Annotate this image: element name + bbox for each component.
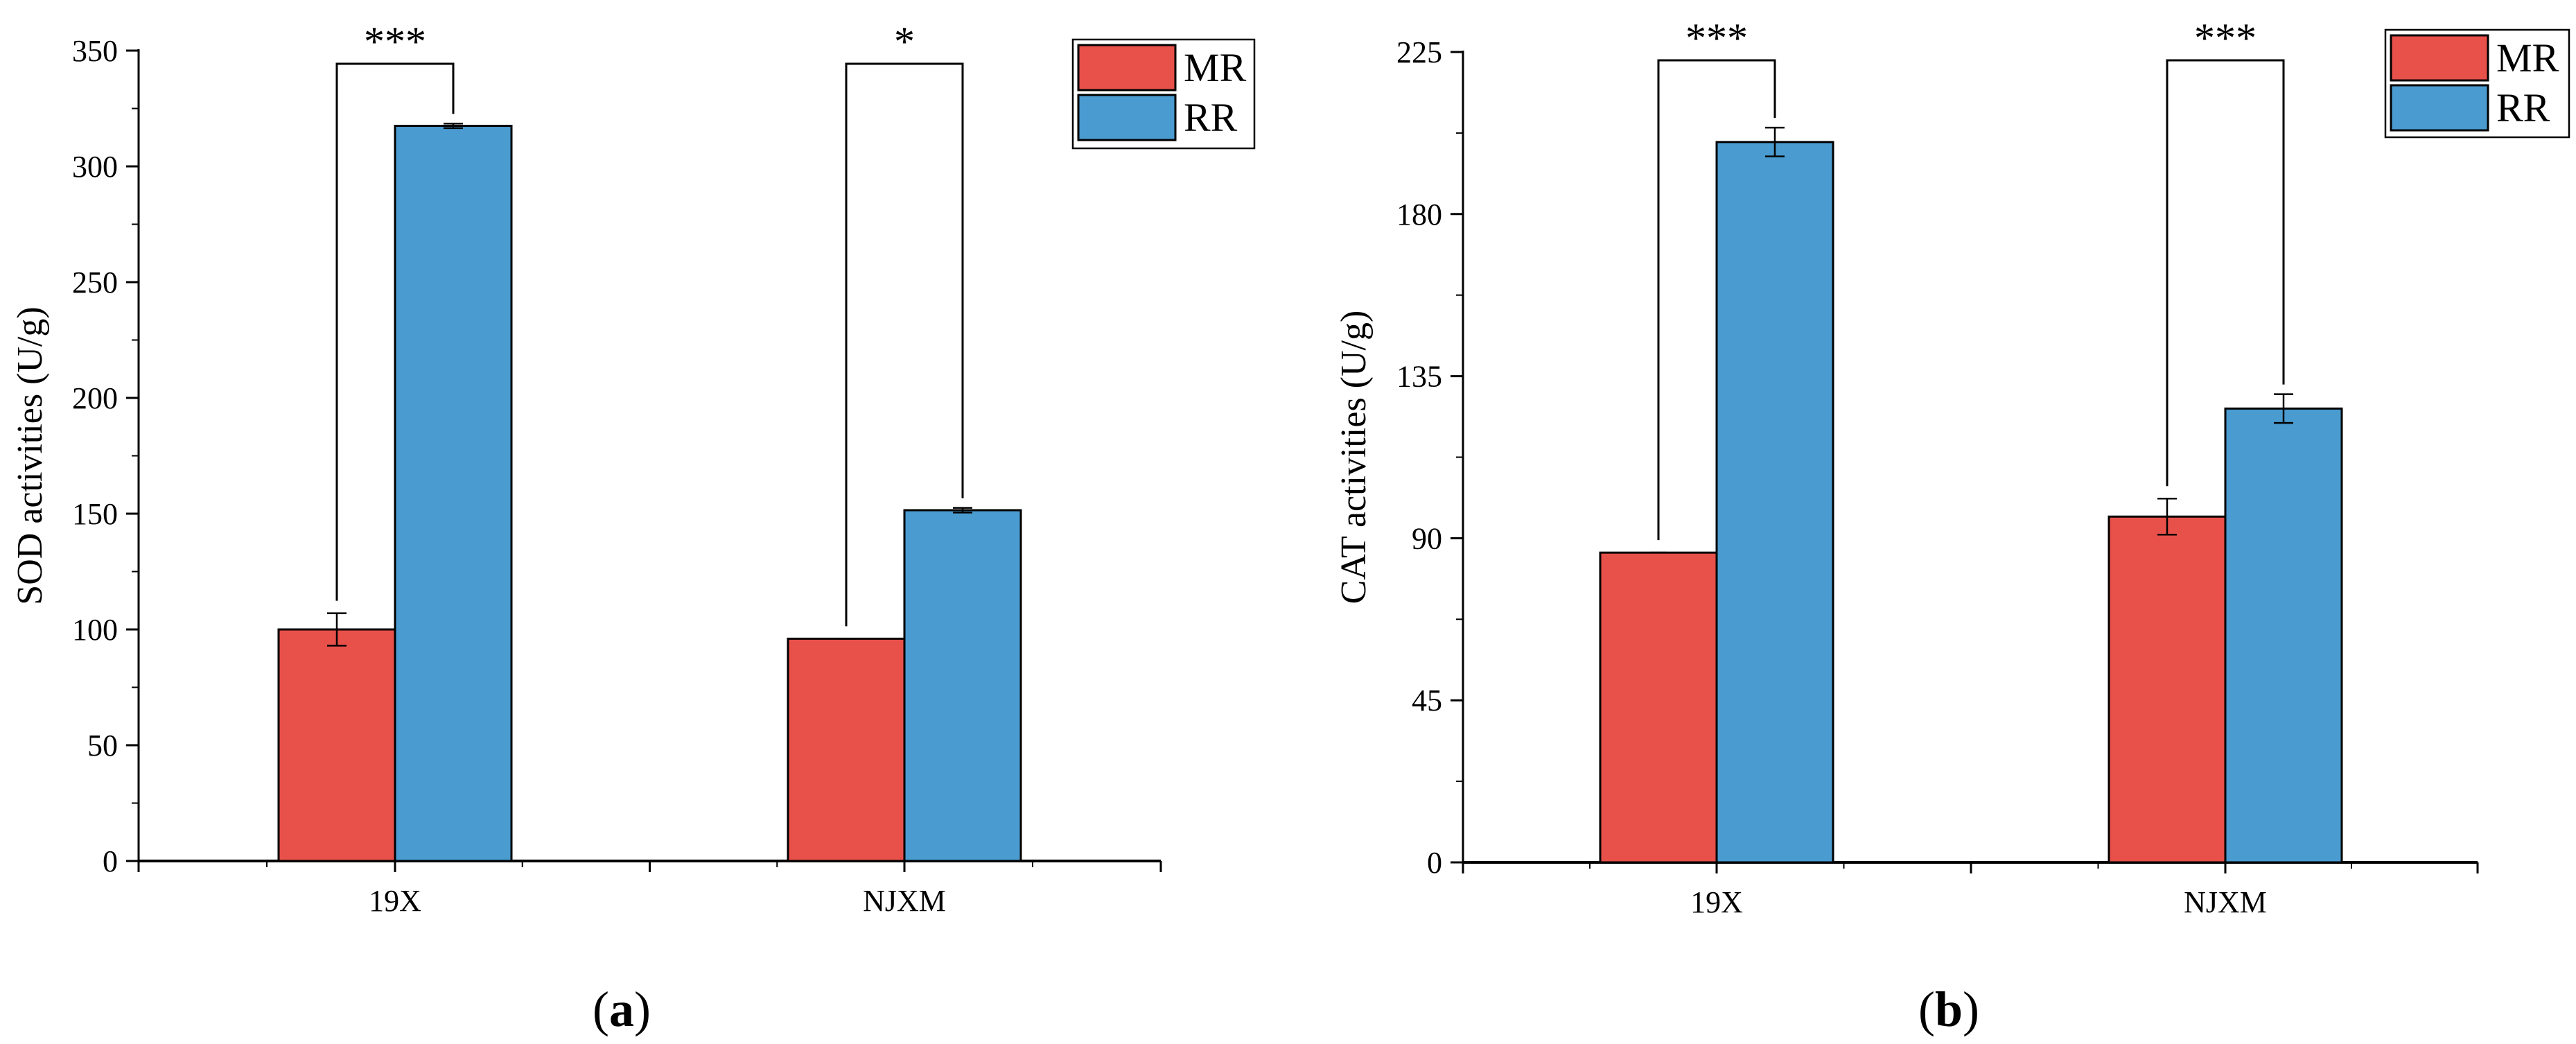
y-tick-label: 0 xyxy=(103,844,118,878)
bar-rr-19x xyxy=(1715,141,1834,864)
legend-label-mr: MR xyxy=(2496,35,2559,80)
legend-label-rr: RR xyxy=(1184,95,1238,140)
bar-rr-19x xyxy=(394,125,513,862)
panel-label: (a) xyxy=(593,982,651,1037)
significance-bracket xyxy=(845,62,964,627)
y-tick-label: 0 xyxy=(1427,846,1442,880)
panel-label: (b) xyxy=(1918,982,1979,1037)
y-tick-label: 135 xyxy=(1396,360,1442,394)
x-tick-label: NJXM xyxy=(863,884,946,918)
y-tick-label: 225 xyxy=(1396,35,1442,69)
y-tick-label: 350 xyxy=(72,34,118,68)
legend-swatch-mr xyxy=(2390,34,2489,82)
y-axis-title: SOD activities (U/g) xyxy=(10,306,50,604)
legend-label-mr: MR xyxy=(1184,45,1247,90)
x-tick-label: NJXM xyxy=(2184,885,2267,919)
y-axis-title: CAT activities (U/g) xyxy=(1334,311,1374,604)
significance-bracket xyxy=(335,62,455,601)
panel-a: 0 50 100 150 200 250 300 350 SOD activities (U/g… xyxy=(10,19,1256,1037)
x-tick-label: 19X xyxy=(369,884,421,918)
y-tick-label: 100 xyxy=(72,613,118,647)
panel-b: 0 45 90 135 180 225 CAT activities (U/g) 19X NJX… xyxy=(1334,15,2570,1037)
legend-swatch-mr xyxy=(1077,44,1177,92)
y-tick-label: 50 xyxy=(87,729,118,763)
significance-label: *** xyxy=(1685,15,1748,61)
x-tick-label: 19X xyxy=(1690,885,1743,919)
bar-mr-19x xyxy=(1599,551,1718,864)
y-tick-label: 150 xyxy=(72,497,118,531)
y-tick-label: 250 xyxy=(72,266,118,299)
significance-bracket xyxy=(2166,59,2285,487)
y-tick-label: 45 xyxy=(1412,684,1442,717)
legend-label-rr: RR xyxy=(2496,85,2550,130)
panel-letter: a xyxy=(609,982,634,1037)
y-tick-label: 200 xyxy=(72,381,118,415)
legend-swatch-rr xyxy=(2390,84,2489,132)
bar-rr-njxm xyxy=(2224,407,2343,864)
significance-label: *** xyxy=(364,19,426,64)
legend-swatch-rr xyxy=(1077,94,1177,141)
bar-rr-njxm xyxy=(903,509,1022,862)
bar-mr-njxm xyxy=(2108,515,2227,864)
bar-mr-njxm xyxy=(787,637,906,862)
panel-letter: b xyxy=(1935,982,1963,1037)
y-tick-label: 180 xyxy=(1396,198,1442,232)
significance-label: *** xyxy=(2194,15,2257,61)
significance-label: * xyxy=(894,19,915,64)
y-tick-label: 90 xyxy=(1412,521,1442,555)
bar-mr-19x xyxy=(277,628,396,862)
y-tick-label: 300 xyxy=(72,150,118,184)
significance-bracket xyxy=(1657,59,1776,541)
